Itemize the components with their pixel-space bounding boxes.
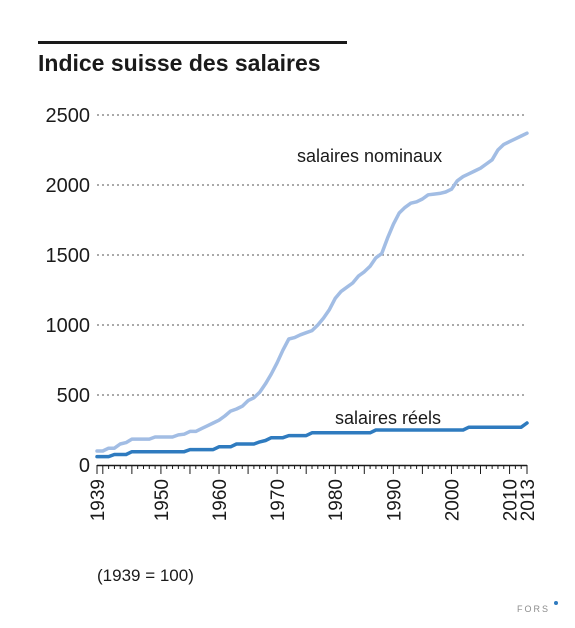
y-tick-label-2500: 2500 [46,105,91,127]
x-tick-label-1990: 1990 [384,479,405,521]
index-base-note: (1939 = 100) [97,566,194,585]
x-tick-label-1970: 1970 [268,479,289,521]
y-tick-label-0: 0 [79,455,90,477]
chart-title: Indice suisse des salaires [38,50,321,76]
y-tick-label-1500: 1500 [46,245,91,267]
y-tick-label-1000: 1000 [46,315,91,337]
x-tick-label-2013: 2013 [518,479,539,521]
annotation-real: salaires réels [335,408,441,428]
source-logo-dot [554,601,559,605]
series-line-real [95,421,529,459]
x-tick-label-1939: 1939 [88,479,109,521]
source-label: FORS [517,604,551,614]
y-tick-label-500: 500 [57,385,90,407]
annotation-nominal: salaires nominaux [297,146,442,166]
y-tick-label-2000: 2000 [46,175,91,197]
source-logo: FORS [517,601,559,614]
x-tick-label-2000: 2000 [442,479,463,521]
x-tick-label-1950: 1950 [152,479,173,521]
x-tick-label-2010: 2010 [501,479,522,521]
x-tick-label-1960: 1960 [210,479,231,521]
title-rule [38,41,347,44]
x-tick-label-1980: 1980 [326,479,347,521]
series-line-nominal [95,131,529,453]
